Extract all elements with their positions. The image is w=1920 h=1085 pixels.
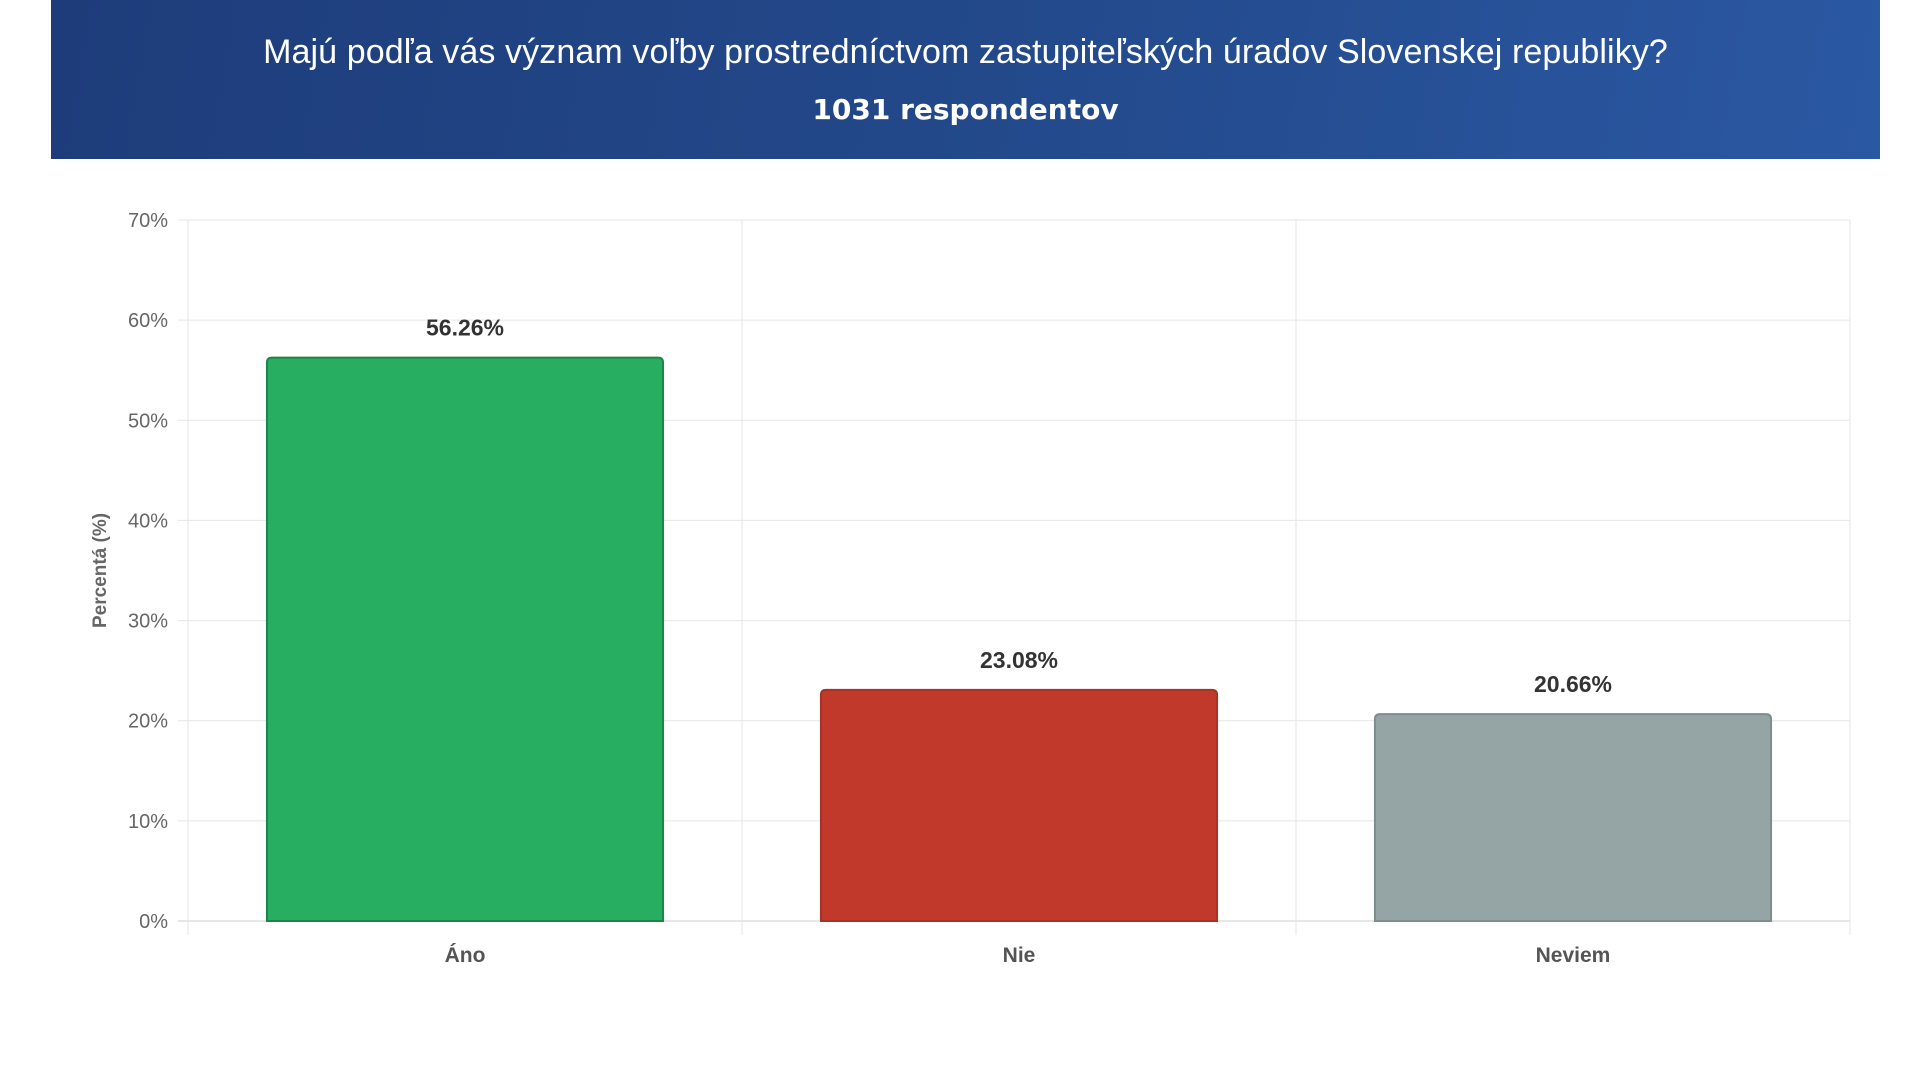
x-tick-label: Nie	[1003, 944, 1036, 967]
y-tick-label: 0%	[139, 911, 168, 933]
y-tick-label: 10%	[128, 811, 168, 833]
bar-neviem	[1373, 713, 1773, 922]
bar-value-label: 56.26%	[426, 315, 504, 341]
y-tick-label: 50%	[128, 410, 168, 432]
bar-áno	[265, 356, 665, 922]
chart-subtitle: 1031 respondentov	[812, 93, 1119, 126]
y-tick-label: 30%	[128, 611, 168, 633]
y-tick-label: 60%	[128, 310, 168, 332]
y-axis-title: Percentá (%)	[90, 513, 111, 628]
y-tick-label: 40%	[128, 510, 168, 532]
chart-header: Majú podľa vás význam voľby prostredníct…	[51, 0, 1880, 159]
x-tick-label: Neviem	[1536, 944, 1611, 967]
bar-nie	[819, 688, 1219, 922]
bar-value-label: 23.08%	[980, 647, 1058, 673]
bar-chart: 0% 10% 20% 30% 40% 50% 60% 70% Percentá (%) 56.26…	[90, 210, 1851, 967]
bar-value-label: 20.66%	[1534, 671, 1612, 697]
chart-area: 0% 10% 20% 30% 40% 50% 60% 70% Percentá (%) 56.26…	[0, 159, 1920, 1080]
x-tick-label: Áno	[445, 944, 486, 967]
y-tick-label: 70%	[128, 210, 168, 232]
y-tick-label: 20%	[128, 711, 168, 733]
chart-title: Majú podľa vás význam voľby prostredníct…	[263, 33, 1668, 71]
